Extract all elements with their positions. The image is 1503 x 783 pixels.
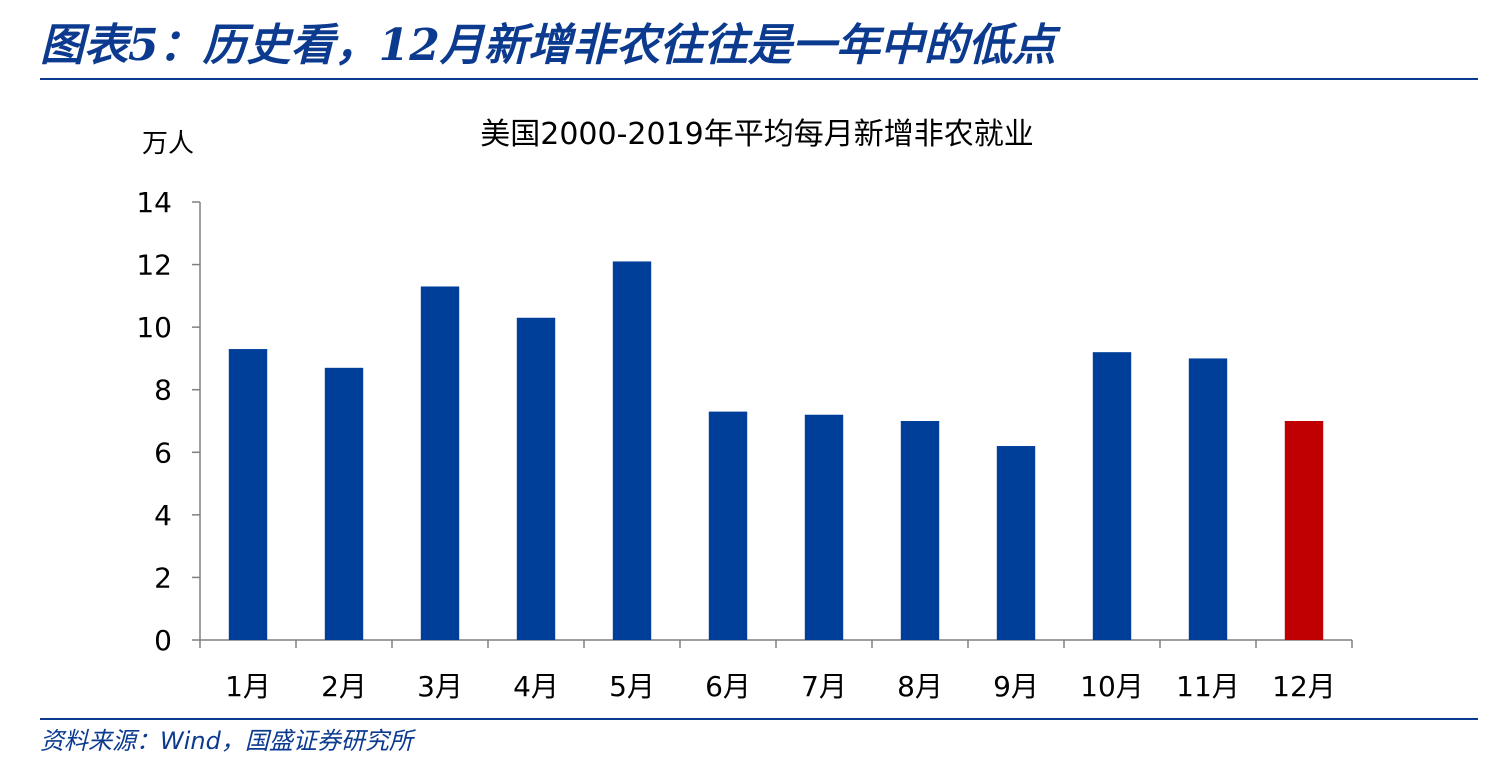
y-tick-label: 12 [136,249,172,282]
bar-2月 [324,367,364,640]
x-tick-label: 6月 [705,670,751,703]
title-rule [40,78,1478,80]
x-tick-label: 10月 [1080,670,1144,703]
x-tick-label: 5月 [609,670,655,703]
source-note: 资料来源：Wind，国盛证券研究所 [40,727,413,755]
y-axis-unit-label: 万人 [142,129,194,159]
chart-title: 美国2000-2019年平均每月新增非农就业 [480,117,1034,152]
x-tick-label: 4月 [513,670,559,703]
y-axis-ticks: 0 2 4 6 8 10 12 14 [136,186,200,657]
bar-9月 [996,446,1036,640]
y-tick-label: 6 [154,436,172,469]
bar-3月 [420,286,460,640]
bar-series [228,261,1324,640]
bar-6月 [708,411,748,640]
x-tick-label: 9月 [993,670,1039,703]
x-tick-label: 8月 [897,670,943,703]
y-tick-label: 2 [154,561,172,594]
bar-11月 [1188,358,1228,640]
y-tick-label: 8 [154,374,172,407]
x-tick-label: 3月 [417,670,463,703]
bar-8月 [900,421,940,640]
x-tick-label: 12月 [1272,670,1336,703]
bar-7月 [804,414,844,640]
x-tick-label: 7月 [801,670,847,703]
y-tick-label: 14 [136,186,172,219]
y-tick-label: 4 [154,499,172,532]
bar-12月 [1284,421,1324,640]
source-rule [40,718,1478,720]
x-tick-label: 1月 [225,670,271,703]
figure-title: 图表5：历史看，12月新增非农往往是一年中的低点 [40,20,1056,71]
y-tick-label: 0 [154,624,172,657]
bar-1月 [228,349,268,640]
x-axis-ticks: 1月 2月 3月 4月 5月 6月 7月 8月 9月 10月 11月 12月 [199,640,1353,703]
x-tick-label: 2月 [321,670,367,703]
bar-4月 [516,317,556,640]
y-tick-label: 10 [136,311,172,344]
bar-5月 [612,261,652,640]
bar-10月 [1092,352,1132,640]
x-tick-label: 11月 [1176,670,1240,703]
